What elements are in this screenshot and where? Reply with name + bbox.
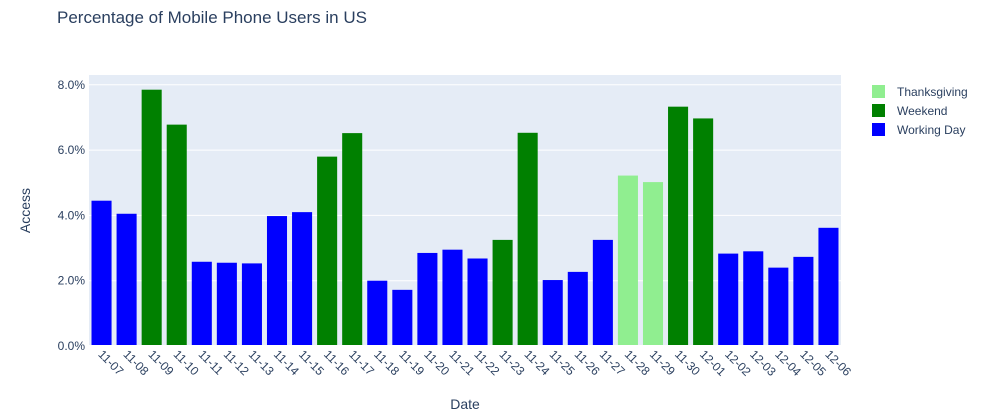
legend-swatch-working-day	[872, 123, 885, 136]
y-tick-label: 0.0%	[58, 339, 86, 353]
x-tick-label: 11-16	[321, 347, 352, 378]
legend-label-working-day: Working Day	[897, 122, 966, 137]
x-tick-label: 12-05	[797, 347, 829, 379]
x-tick-label: 11-18	[371, 347, 402, 378]
x-tick-label: 11-25	[547, 347, 578, 378]
x-tick-label: 11-19	[396, 347, 427, 378]
x-tick-label: 12-06	[822, 347, 854, 379]
bar[interactable]	[542, 280, 563, 346]
bar[interactable]	[718, 253, 739, 346]
bar[interactable]	[617, 175, 638, 346]
bar[interactable]	[517, 132, 538, 346]
x-tick-label: 11-29	[647, 347, 678, 378]
y-tick-label: 8.0%	[58, 78, 86, 92]
x-tick-label: 11-15	[296, 347, 327, 378]
bar[interactable]	[367, 280, 388, 346]
y-tick-label: 2.0%	[58, 274, 86, 288]
x-tick-label: 11-28	[622, 347, 653, 378]
x-tick-label: 11-07	[95, 347, 126, 378]
x-tick-label: 11-11	[196, 347, 227, 378]
bar[interactable]	[141, 89, 162, 346]
x-axis-title: Date	[450, 396, 480, 412]
legend-item-thanksgiving[interactable]: Thanksgiving	[872, 82, 968, 101]
x-tick-label: 12-03	[747, 347, 779, 379]
x-tick-label: 12-02	[722, 347, 754, 379]
bar[interactable]	[166, 124, 187, 347]
bar[interactable]	[768, 267, 789, 346]
x-tick-label: 11-23	[496, 347, 527, 378]
x-tick-label: 11-21	[446, 347, 477, 378]
x-tick-label: 11-26	[572, 347, 603, 378]
x-tick-label: 11-12	[221, 347, 252, 378]
x-tick-label: 12-01	[697, 347, 729, 379]
bar[interactable]	[116, 213, 137, 346]
bar[interactable]	[241, 263, 262, 346]
x-tick-label: 11-20	[421, 347, 452, 378]
bar[interactable]	[793, 256, 814, 346]
bar[interactable]	[266, 216, 288, 346]
plot-area	[89, 75, 841, 346]
bar[interactable]	[91, 200, 112, 346]
chart-title: Percentage of Mobile Phone Users in US	[57, 8, 367, 27]
x-tick-label: 12-04	[772, 347, 804, 379]
legend: Thanksgiving Weekend Working Day	[872, 82, 968, 139]
legend-swatch-weekend	[872, 104, 885, 117]
bar[interactable]	[317, 156, 338, 346]
bar[interactable]	[668, 106, 689, 346]
bar[interactable]	[216, 262, 237, 346]
bar[interactable]	[693, 118, 714, 347]
x-tick-label: 11-24	[522, 347, 553, 378]
y-tick-label: 6.0%	[58, 143, 86, 157]
bar[interactable]	[567, 271, 588, 346]
y-axis-title: Access	[17, 188, 33, 233]
bar[interactable]	[342, 133, 363, 346]
bar[interactable]	[642, 182, 664, 346]
legend-swatch-thanksgiving	[872, 85, 885, 98]
bar[interactable]	[492, 239, 513, 346]
x-tick-label: 11-30	[672, 347, 703, 378]
legend-item-working-day[interactable]: Working Day	[872, 120, 968, 139]
bar[interactable]	[743, 251, 764, 346]
x-tick-label: 11-13	[246, 347, 277, 378]
bar[interactable]	[191, 261, 212, 346]
bar[interactable]	[442, 249, 463, 346]
x-tick-label: 11-27	[597, 347, 628, 378]
bar[interactable]	[292, 212, 313, 346]
x-tick-label: 11-22	[471, 347, 502, 378]
x-tick-label: 11-14	[271, 347, 302, 378]
x-tick-label: 11-09	[146, 347, 177, 378]
bar[interactable]	[417, 252, 438, 346]
x-tick-label: 11-17	[346, 347, 377, 378]
bar[interactable]	[467, 258, 488, 346]
bar[interactable]	[592, 239, 613, 346]
x-tick-label: 11-08	[120, 347, 151, 378]
bar[interactable]	[392, 289, 413, 346]
legend-item-weekend[interactable]: Weekend	[872, 101, 968, 120]
x-tick-label: 11-10	[171, 347, 202, 378]
legend-label-thanksgiving: Thanksgiving	[897, 84, 968, 99]
legend-label-weekend: Weekend	[897, 103, 948, 118]
bar[interactable]	[818, 227, 839, 346]
y-tick-label: 4.0%	[58, 208, 86, 222]
